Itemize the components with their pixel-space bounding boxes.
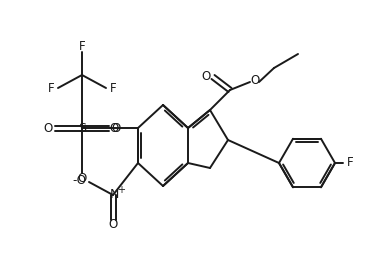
- Text: +: +: [117, 185, 125, 195]
- Text: F: F: [347, 157, 353, 170]
- Text: N: N: [109, 189, 119, 201]
- Text: O: O: [201, 70, 210, 84]
- Text: O: O: [44, 122, 53, 134]
- Text: F: F: [79, 41, 85, 53]
- Text: O: O: [108, 219, 118, 231]
- Text: O: O: [250, 74, 260, 86]
- Text: S: S: [78, 122, 86, 134]
- Text: F: F: [48, 82, 54, 94]
- Text: O: O: [112, 122, 121, 134]
- Text: -O: -O: [72, 173, 86, 187]
- Text: F: F: [110, 82, 116, 94]
- Text: O: O: [78, 173, 87, 186]
- Text: O: O: [109, 122, 119, 134]
